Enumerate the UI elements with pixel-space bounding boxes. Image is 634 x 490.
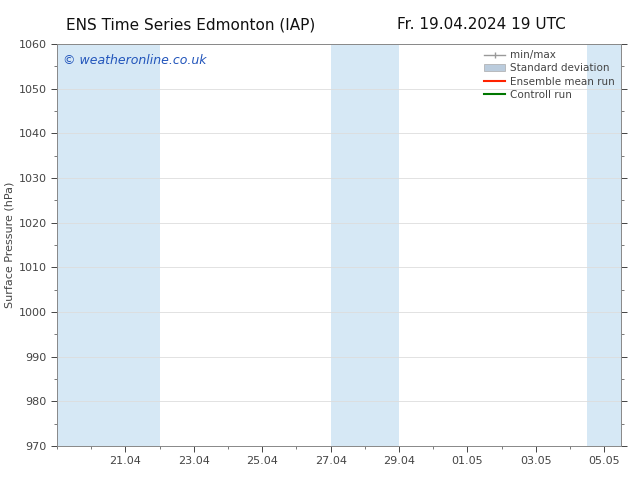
Legend: min/max, Standard deviation, Ensemble mean run, Controll run: min/max, Standard deviation, Ensemble me… bbox=[480, 46, 619, 104]
Bar bbox=[57, 44, 160, 446]
Text: © weatheronline.co.uk: © weatheronline.co.uk bbox=[63, 54, 206, 67]
Text: Fr. 19.04.2024 19 UTC: Fr. 19.04.2024 19 UTC bbox=[398, 17, 566, 32]
Text: ENS Time Series Edmonton (IAP): ENS Time Series Edmonton (IAP) bbox=[65, 17, 315, 32]
Y-axis label: Surface Pressure (hPa): Surface Pressure (hPa) bbox=[4, 182, 15, 308]
Bar bbox=[331, 44, 399, 446]
Bar bbox=[587, 44, 634, 446]
